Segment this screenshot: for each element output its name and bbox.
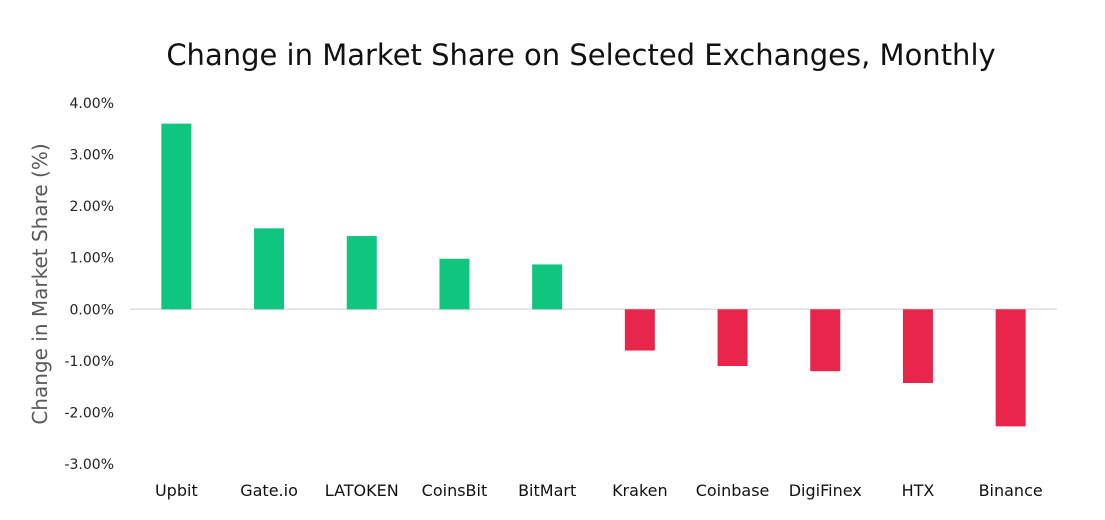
- bar-gate-io: [254, 228, 285, 310]
- x-tick-label: DigiFinex: [789, 481, 862, 500]
- x-tick-label: BitMart: [518, 481, 576, 500]
- x-axis-ticks: Upbit Gate.io LATOKEN CoinsBit BitMart Kraken…: [155, 481, 1043, 500]
- x-tick-label: Upbit: [155, 481, 198, 500]
- bar-digifinex: [810, 309, 841, 372]
- y-tick-label: -3.00%: [64, 457, 114, 473]
- bars-group: [161, 123, 1026, 427]
- x-tick-label: HTX: [902, 481, 935, 500]
- bar-binance: [995, 309, 1026, 427]
- x-tick-label: Gate.io: [240, 481, 298, 500]
- x-tick-label: Kraken: [612, 481, 668, 500]
- y-axis-ticks: 4.00% 3.00% 2.00% 1.00% 0.00% -1.00% -2.00% -3.…: [64, 96, 114, 473]
- y-tick-label: 4.00%: [70, 96, 114, 112]
- chart-title: Change in Market Share on Selected Excha…: [166, 38, 995, 72]
- x-tick-label: Coinbase: [696, 481, 770, 500]
- bar-coinbase: [717, 309, 748, 367]
- x-tick-label: CoinsBit: [422, 481, 488, 500]
- bar-htx: [902, 309, 933, 384]
- y-tick-label: -1.00%: [64, 354, 114, 370]
- y-axis-label: Change in Market Share (%): [28, 143, 52, 424]
- y-tick-label: 1.00%: [70, 251, 114, 267]
- x-tick-label: Binance: [979, 481, 1043, 500]
- y-tick-label: 0.00%: [70, 302, 114, 318]
- bar-upbit: [161, 123, 192, 310]
- x-tick-label: LATOKEN: [325, 481, 399, 500]
- bar-coinsbit: [439, 258, 470, 310]
- bar-kraken: [624, 309, 655, 351]
- y-tick-label: 3.00%: [70, 148, 114, 164]
- y-tick-label: 2.00%: [70, 199, 114, 215]
- bar-bitmart: [532, 264, 563, 310]
- y-tick-label: -2.00%: [64, 405, 114, 421]
- bar-latoken: [346, 236, 377, 310]
